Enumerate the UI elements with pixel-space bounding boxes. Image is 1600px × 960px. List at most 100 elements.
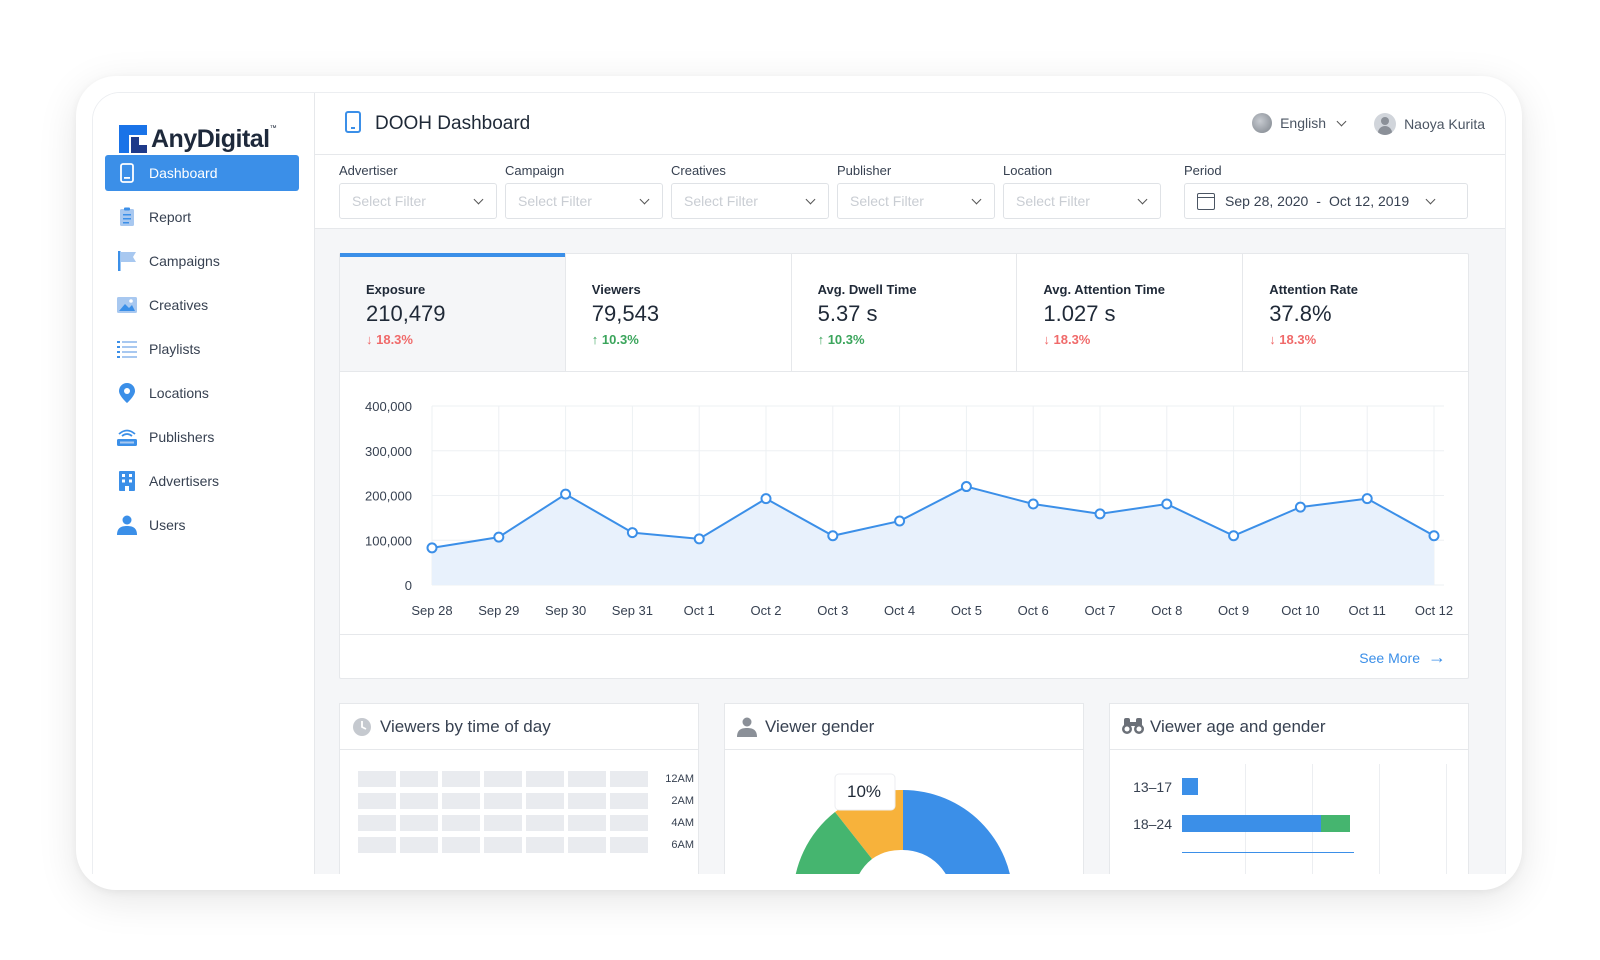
heatmap-row-label: 2AM [671,795,694,807]
x-tick-label: Oct 7 [1084,603,1115,618]
stat-viewers[interactable]: Viewers 79,543 ↑ 10.3% [566,254,792,371]
chevron-down-icon [1425,194,1436,204]
data-point [560,488,572,500]
user-name: Naoya Kurita [1404,116,1485,132]
sidebar-item-campaigns[interactable]: Campaigns [105,243,299,279]
stat-avg-attention-time[interactable]: Avg. Attention Time 1.027 s ↓ 18.3% [1017,254,1244,371]
main-content: DOOH Dashboard English Naoya Kurita Adve… [315,93,1505,874]
heatmap-row-label: 12AM [665,773,694,785]
heatmap-row-label: 4AM [671,817,694,829]
data-point [493,531,505,543]
x-tick-label: Sep 30 [545,603,586,618]
stat-label: Viewers [591,282,641,297]
female-bar [1321,815,1350,832]
sidebar-item-creatives[interactable]: Creatives [105,287,299,323]
stat-exposure[interactable]: Exposure 210,479 ↓ 18.3% [340,253,566,371]
sidebar-item-label: Dashboard [149,165,218,181]
heatmap-row: 12AM [358,768,694,790]
stat-label: Avg. Dwell Time [817,282,917,297]
see-more-link[interactable]: See More → [1359,647,1446,668]
data-point [626,527,638,539]
heatmap-row-label: 6AM [671,839,694,851]
stat-change: ↓ 18.3% [1043,332,1091,347]
heatmap-row: 4AM [358,812,694,834]
select-placeholder: Select Filter [684,193,758,209]
campaign-filter: Campaign Select Filter [505,163,663,219]
data-point [1161,498,1173,510]
card-header: Viewers by time of day [340,704,698,750]
data-point [1361,493,1373,505]
stat-change: ↓ 18.3% [1269,332,1317,347]
building-icon [117,471,137,491]
person-icon [737,717,757,737]
x-tick-label: Oct 6 [1018,603,1049,618]
filter-label: Period [1184,163,1222,178]
y-tick-label: 400,000 [365,399,412,414]
binoculars-icon [1122,717,1144,737]
data-point [1228,530,1240,542]
sidebar-item-advertisers[interactable]: Advertisers [105,463,299,499]
see-more-bar: See More → [340,634,1468,678]
advertiser-select[interactable]: Select Filter [339,183,497,219]
x-tick-label: Oct 10 [1281,603,1319,618]
brand-name: AnyDigital [151,124,270,153]
publisher-select[interactable]: Select Filter [837,183,995,219]
period-select[interactable]: Sep 28, 2020- Oct 12, 2019 [1184,183,1468,219]
y-tick-label: 0 [405,578,412,593]
filter-label: Campaign [505,163,565,178]
stat-label: Exposure [366,282,426,297]
clock-icon [352,717,372,737]
stat-change: ↓ 18.3% [366,332,413,347]
exposure-chart: 400,000 300,000 200,000 100,000 0 Sep 28 Sep 2… [365,399,1453,618]
grid-line [1379,764,1380,874]
chevron-down-icon [1336,116,1347,126]
sidebar-item-label: Report [149,209,192,225]
x-tick-label: Oct 5 [951,603,982,618]
sidebar-item-label: Playlists [149,341,201,357]
globe-icon [1252,113,1273,133]
report-icon [117,207,137,227]
language-select[interactable]: English [1252,113,1347,133]
age-bar-partial [1182,852,1354,853]
campaign-select[interactable]: Select Filter [505,183,663,219]
chevron-down-icon [473,194,484,204]
location-select[interactable]: Select Filter [1003,183,1161,219]
sidebar-item-dashboard[interactable]: Dashboard [105,155,299,191]
select-placeholder: Select Filter [1016,193,1090,209]
x-tick-label: Oct 8 [1151,603,1182,618]
app-frame: AnyDigital ™ Dashboard Report Campaign [76,76,1522,890]
filter-label: Location [1003,163,1053,178]
x-tick-label: Oct 2 [750,603,781,618]
x-tick-label: Oct 12 [1415,603,1453,618]
select-placeholder: Select Filter [850,193,924,209]
creatives-select[interactable]: Select Filter [671,183,829,219]
brand-mark-icon [119,125,147,153]
series-line [431,485,1435,549]
x-tick-label: Oct 3 [817,603,848,618]
x-tick-label: Sep 28 [411,603,452,618]
publisher-filter: Publisher Select Filter [837,163,995,219]
chevron-down-icon [639,194,650,204]
flag-icon [117,251,137,271]
user-icon [117,515,137,535]
brand-logo[interactable]: AnyDigital ™ [119,119,277,159]
period-end: Oct 12, 2019 [1328,193,1410,209]
sidebar-item-report[interactable]: Report [105,199,299,235]
age-row: 13–17 [1110,778,1198,795]
user-menu[interactable]: Naoya Kurita [1374,113,1485,135]
stat-change: ↑ 10.3% [817,332,865,347]
data-point [1094,508,1106,520]
chevron-down-icon [805,194,816,204]
stat-attention-rate[interactable]: Attention Rate 37.8% ↓ 18.3% [1243,254,1468,371]
stat-avg-dwell-time[interactable]: Avg. Dwell Time 5.37 s ↑ 10.3% [792,254,1018,371]
sidebar-item-playlists[interactable]: Playlists [105,331,299,367]
sidebar-item-locations[interactable]: Locations [105,375,299,411]
sidebar-item-users[interactable]: Users [105,507,299,543]
sidebar-item-publishers[interactable]: Publishers [105,419,299,455]
calendar-icon [1197,192,1215,210]
list-icon [117,339,137,359]
x-tick-label: Sep 29 [478,603,519,618]
period-filter: Period Sep 28, 2020- Oct 12, 2019 [1184,163,1468,219]
age-label: 18–24 [1133,815,1172,832]
x-tick-label: Oct 9 [1218,603,1249,618]
